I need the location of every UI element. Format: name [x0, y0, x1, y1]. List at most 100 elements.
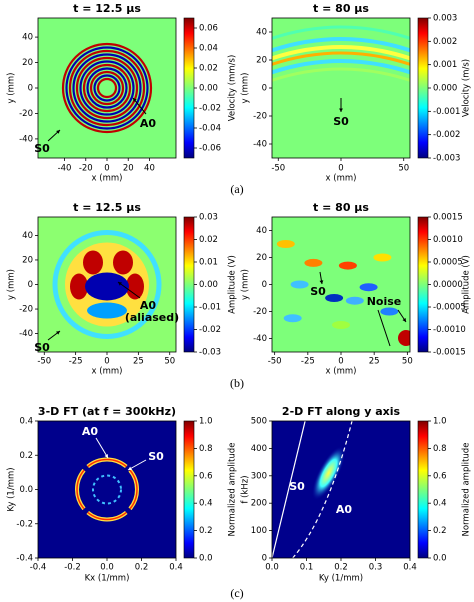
wave-ring [75, 56, 139, 120]
x-tick-label: -40 [58, 164, 72, 174]
y-axis-label: y (mm) [7, 73, 17, 104]
wave-ring [65, 46, 149, 130]
y-tick-label: -0.4 [16, 554, 33, 564]
colorbar-label: Amplitude (V) [228, 255, 238, 314]
y-axis-label: y (mm) [241, 73, 251, 104]
annotation: Noise [367, 295, 402, 308]
annotation: A0 [140, 117, 157, 130]
y-tick-label: 20 [256, 253, 267, 263]
arrow-head [339, 108, 343, 112]
colorbar-tick-label: 0.00 [199, 280, 218, 290]
colorbar-tick-label: 0.002 [433, 37, 457, 47]
blob [85, 272, 129, 301]
wave-arc [129, 469, 138, 510]
y-tick-label: 0.2 [19, 451, 33, 461]
heatmap [272, 217, 410, 352]
y-tick-label: -40 [19, 329, 33, 339]
x-tick-label: 0.2 [334, 563, 348, 573]
x-tick-label: 50 [398, 164, 409, 174]
dispersion-line [292, 421, 353, 558]
colorbar-tick-label: 0.2 [199, 526, 213, 536]
wave-arc [87, 458, 127, 468]
y-tick-label: -20 [19, 305, 33, 315]
colorbar-tick-label: 0.000 [433, 84, 457, 94]
y-axis-label: y (mm) [241, 269, 251, 300]
colorbar-label: Normalized amplitude [228, 443, 238, 537]
colorbar-tick-label: -0.0015 [433, 348, 466, 358]
colorbar-tick-label: 0.02 [199, 64, 218, 74]
colorbar-tick-label: 0.0015 [433, 213, 463, 223]
y-tick-label: 300 [251, 471, 267, 481]
colorbar-tick-label: -0.001 [433, 107, 460, 117]
colorbar-tick-label: 0.8 [199, 444, 213, 454]
wave-ring [92, 474, 122, 505]
colorbar-tick-label: 0.01 [199, 258, 218, 268]
y-tick-label: 40 [22, 33, 33, 43]
y-tick-label: 40 [22, 231, 33, 241]
x-tick-label: -0.4 [30, 563, 47, 573]
panel-title: t = 80 μs [313, 201, 369, 214]
arrow-head [133, 98, 137, 102]
colorbar-tick-label: 0.4 [433, 499, 447, 509]
y-axis-label: Ky (1/mm) [7, 467, 17, 511]
colorbar-tick-label: -0.01 [199, 303, 221, 313]
blob [276, 240, 295, 248]
annotation: S0 [34, 341, 50, 354]
colorbar-tick-label: 0.6 [433, 471, 447, 481]
colorbar-tick-label: 0.0005 [433, 258, 463, 268]
x-axis-label: Kx (1/mm) [85, 574, 130, 584]
heatmap [272, 421, 410, 558]
blob [338, 261, 357, 270]
wave-arc [87, 511, 127, 521]
annotation-arrow [117, 281, 141, 299]
y-tick-label: 0 [262, 554, 267, 564]
annotation-arrow [377, 309, 391, 347]
arrow-head [56, 130, 60, 134]
y-tick-label: 0.4 [19, 417, 33, 427]
colorbar [417, 216, 429, 353]
x-tick-label: 25 [133, 357, 144, 367]
wave-ring [61, 42, 153, 134]
wave-ring [103, 84, 111, 92]
y-tick-label: -20 [19, 109, 33, 119]
heatmap-field [272, 18, 410, 158]
colorbar-tick-label: -0.03 [199, 348, 221, 358]
x-tick-label: 50 [402, 357, 413, 367]
colorbar-tick-label: 0.04 [199, 44, 218, 54]
colorbar-tick-label: -0.02 [199, 104, 221, 114]
wave-ring [72, 53, 142, 123]
colorbar-tick-label: -0.0010 [433, 325, 466, 335]
annotation: S0 [34, 142, 50, 155]
wave-band [272, 67, 410, 82]
colorbar-tick-label: 0.06 [199, 24, 218, 34]
wave-ring [79, 60, 135, 116]
y-tick-label: 20 [22, 58, 33, 68]
y-tick-label: 0 [262, 84, 267, 94]
x-tick-label: 0 [338, 164, 343, 174]
wave-ring [68, 49, 146, 127]
colorbar-tick-label: 0.02 [199, 235, 218, 245]
blob [70, 273, 88, 300]
x-tick-label: 0.0 [265, 563, 279, 573]
x-tick-label: 0.4 [169, 563, 183, 573]
x-tick-label: 40 [144, 164, 155, 174]
colorbar-tick-label: 0.0000 [433, 280, 463, 290]
y-tick-label: -0.2 [16, 519, 33, 529]
dispersion-line [272, 421, 306, 558]
x-tick-label: -50 [268, 357, 282, 367]
y-axis-label: f (kHz) [241, 475, 251, 503]
x-tick-label: 0 [104, 357, 109, 367]
x-axis-label: x (mm) [92, 367, 123, 377]
y-tick-label: 100 [251, 526, 267, 536]
blob [113, 250, 133, 275]
blob [83, 250, 103, 275]
annotation: A0 [140, 299, 157, 312]
x-tick-label: -25 [301, 357, 315, 367]
annotation: S0 [310, 285, 326, 298]
heatmap [38, 421, 176, 558]
colorbar-tick-label: 0.4 [199, 499, 213, 509]
wave-arc [76, 469, 85, 510]
blob [290, 280, 309, 289]
blob [87, 302, 127, 319]
y-tick-label: 0 [28, 84, 33, 94]
